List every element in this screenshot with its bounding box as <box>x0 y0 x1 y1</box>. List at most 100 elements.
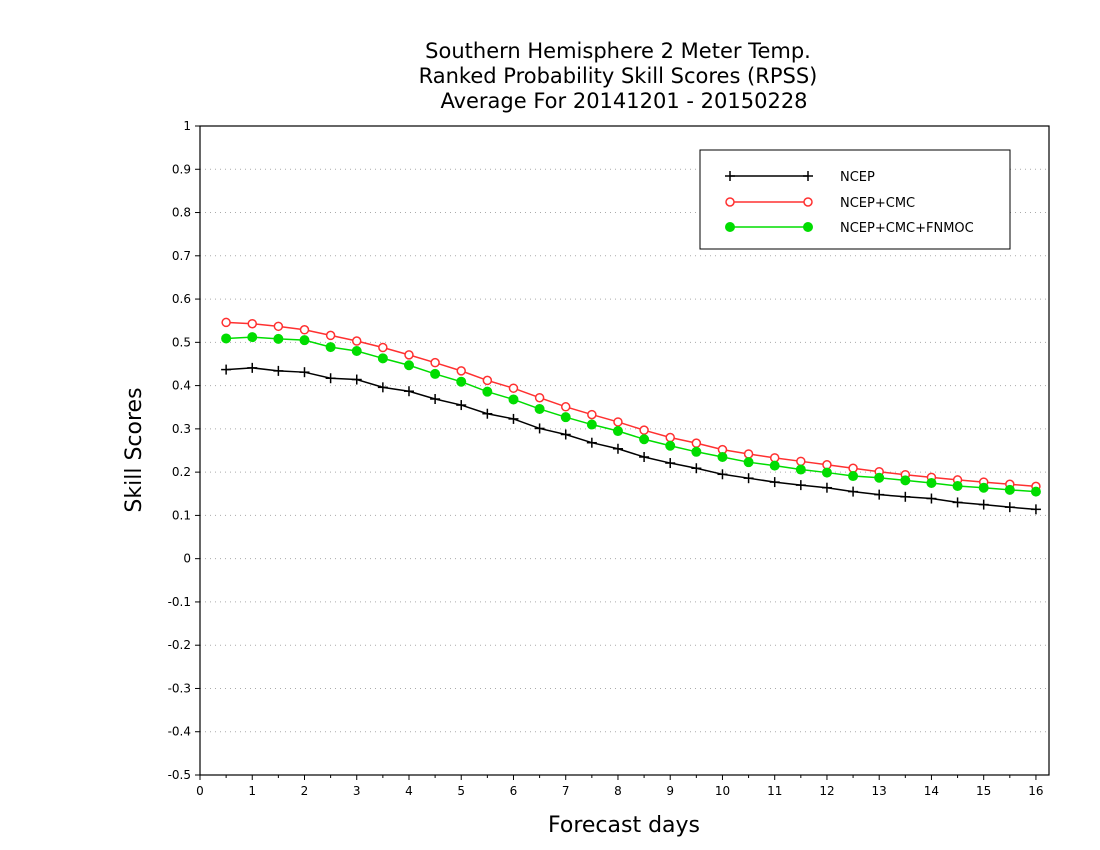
y-tick-label: 0.9 <box>172 162 191 176</box>
data-point <box>743 457 754 468</box>
x-tick-label: 4 <box>405 784 413 798</box>
y-tick-label: -0.1 <box>168 595 191 609</box>
data-point <box>456 400 467 411</box>
series-ncep <box>221 362 1041 515</box>
data-point <box>639 425 649 435</box>
data-point <box>586 419 597 430</box>
legend-label: NCEP+CMC <box>840 196 915 211</box>
data-point <box>874 472 885 483</box>
data-point <box>377 353 388 364</box>
data-point <box>482 386 493 397</box>
data-point <box>273 333 284 344</box>
series-ncep-cmc <box>221 317 1041 492</box>
series-ncep-cmc-fnmoc <box>221 332 1041 497</box>
chart-title: Southern Hemisphere 2 Meter Temp. Ranked… <box>419 39 818 113</box>
y-tick-label: 0.3 <box>172 422 191 436</box>
x-tick-label: 14 <box>924 784 939 798</box>
chart-title-line-1: Southern Hemisphere 2 Meter Temp. <box>425 39 811 63</box>
x-tick-label: 3 <box>353 784 361 798</box>
data-point <box>560 429 571 440</box>
x-tick-label: 16 <box>1028 784 1043 798</box>
data-point <box>848 471 859 482</box>
legend-marker <box>803 197 813 207</box>
data-point <box>717 469 728 480</box>
data-point <box>821 467 832 478</box>
data-point <box>665 458 676 469</box>
data-point <box>273 321 284 332</box>
x-tick-label: 6 <box>510 784 518 798</box>
data-point <box>247 362 258 373</box>
legend-entry: NCEP+CMC <box>725 196 915 211</box>
data-point <box>665 440 676 451</box>
data-point <box>273 365 284 376</box>
data-point <box>508 383 519 393</box>
x-tick-label: 2 <box>301 784 309 798</box>
legend-entry: NCEP <box>725 170 875 185</box>
legend-box <box>699 149 1011 250</box>
data-point <box>1030 504 1041 515</box>
data-point <box>508 394 519 405</box>
data-point <box>560 412 571 423</box>
x-tick-label: 11 <box>767 784 782 798</box>
data-point <box>691 446 702 457</box>
legend-marker <box>725 222 735 232</box>
data-point <box>325 330 336 341</box>
tick-labels: -0.5 -0.4 -0.3 -0.2 -0.1 0 0.1 0.2 0.3 0.4 0.5 0.6 0… <box>168 119 1044 798</box>
data-point <box>848 486 859 497</box>
data-point <box>221 364 232 375</box>
y-tick-label: 0.5 <box>172 335 191 349</box>
chart-title-line-3: Average For 20141201 - 20150228 <box>440 89 807 113</box>
data-point <box>378 342 388 353</box>
data-point <box>900 475 911 486</box>
data-point <box>403 386 414 397</box>
series-line <box>226 336 1036 493</box>
x-tick-label: 9 <box>666 784 674 798</box>
x-tick-label: 7 <box>562 784 570 798</box>
data-point <box>926 477 937 488</box>
legend-marker <box>725 197 735 207</box>
data-point <box>351 345 362 356</box>
data-point <box>769 460 780 471</box>
data-point <box>795 480 806 491</box>
data-point <box>299 367 310 378</box>
legend-label: NCEP <box>840 170 875 185</box>
data-point <box>639 434 650 445</box>
data-point <box>717 451 728 462</box>
data-point <box>534 403 545 414</box>
data-point <box>560 402 571 412</box>
data-point <box>978 499 989 510</box>
data-point <box>456 376 467 387</box>
data-point <box>247 332 258 343</box>
data-point <box>639 451 650 462</box>
data-point <box>247 318 257 329</box>
x-tick-label: 13 <box>872 784 887 798</box>
data-point <box>743 473 754 484</box>
y-tick-label: -0.2 <box>168 638 191 652</box>
data-point <box>482 408 493 419</box>
y-tick-label: 0.6 <box>172 292 191 306</box>
data-point <box>874 489 885 500</box>
data-point <box>508 413 519 424</box>
data-point <box>403 360 414 371</box>
data-point <box>1004 484 1015 495</box>
data-point <box>377 382 388 393</box>
axes <box>199 125 1050 776</box>
series-line <box>226 321 1037 488</box>
series <box>221 317 1041 515</box>
data-point <box>1030 486 1041 497</box>
data-point <box>351 374 362 385</box>
data-point <box>795 464 806 475</box>
x-tick-label: 5 <box>457 784 465 798</box>
data-point <box>534 423 545 434</box>
data-point <box>586 437 597 448</box>
x-tick-label: 12 <box>819 784 834 798</box>
y-tick-label: 0.2 <box>172 465 191 479</box>
y-tick-label: 1 <box>183 119 191 133</box>
y-tick-label: 0 <box>183 552 191 566</box>
legend-label: NCEP+CMC+FNMOC <box>840 221 974 236</box>
data-point <box>456 366 466 376</box>
data-point <box>325 342 336 353</box>
data-point <box>743 449 754 459</box>
x-tick-label: 1 <box>248 784 256 798</box>
data-point <box>978 482 989 493</box>
